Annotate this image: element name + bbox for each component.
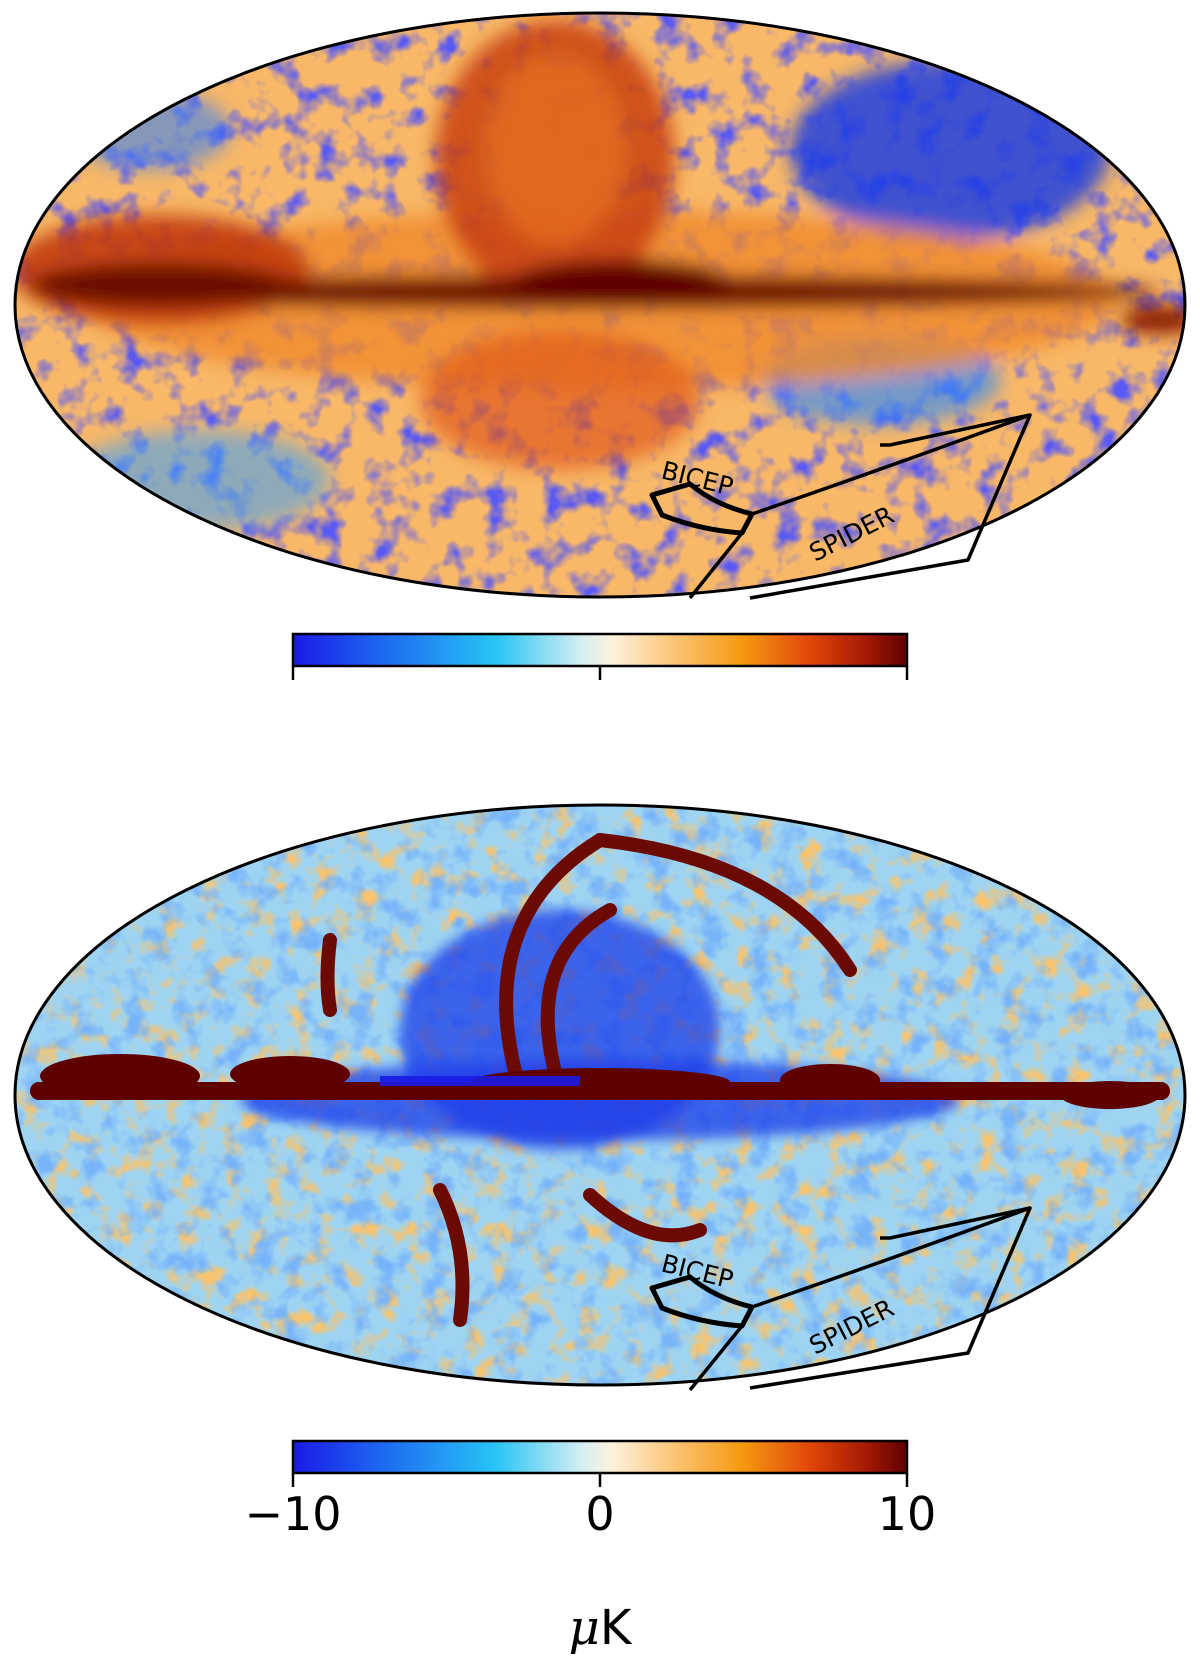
bottom-sky-map <box>15 805 1185 1385</box>
bottom-map-border <box>13 803 1187 1387</box>
top-colorbar: 0 10 100 <box>291 632 909 680</box>
top-panel: BICEP SPIDER 0 10 100 <box>13 11 1187 680</box>
colorbar-unit-label: μK <box>0 1600 1200 1656</box>
unit-letter: K <box>599 1600 632 1656</box>
top-sky-map <box>15 13 1185 597</box>
top-map-border <box>13 11 1187 599</box>
bottom-colorbar-tick-min: −10 <box>244 1487 341 1540</box>
top-spider-footprint <box>688 413 1032 600</box>
bottom-colorbar: −10 0 10 <box>244 1439 937 1540</box>
bottom-spider-footprint <box>688 1206 1032 1392</box>
bottom-panel: BICEP SPIDER −10 0 10 <box>13 803 1187 1540</box>
bottom-colorbar-tick-max: 10 <box>878 1487 937 1540</box>
bottom-colorbar-tick-mid: 0 <box>585 1487 614 1540</box>
unit-symbol: μ <box>568 1600 600 1656</box>
